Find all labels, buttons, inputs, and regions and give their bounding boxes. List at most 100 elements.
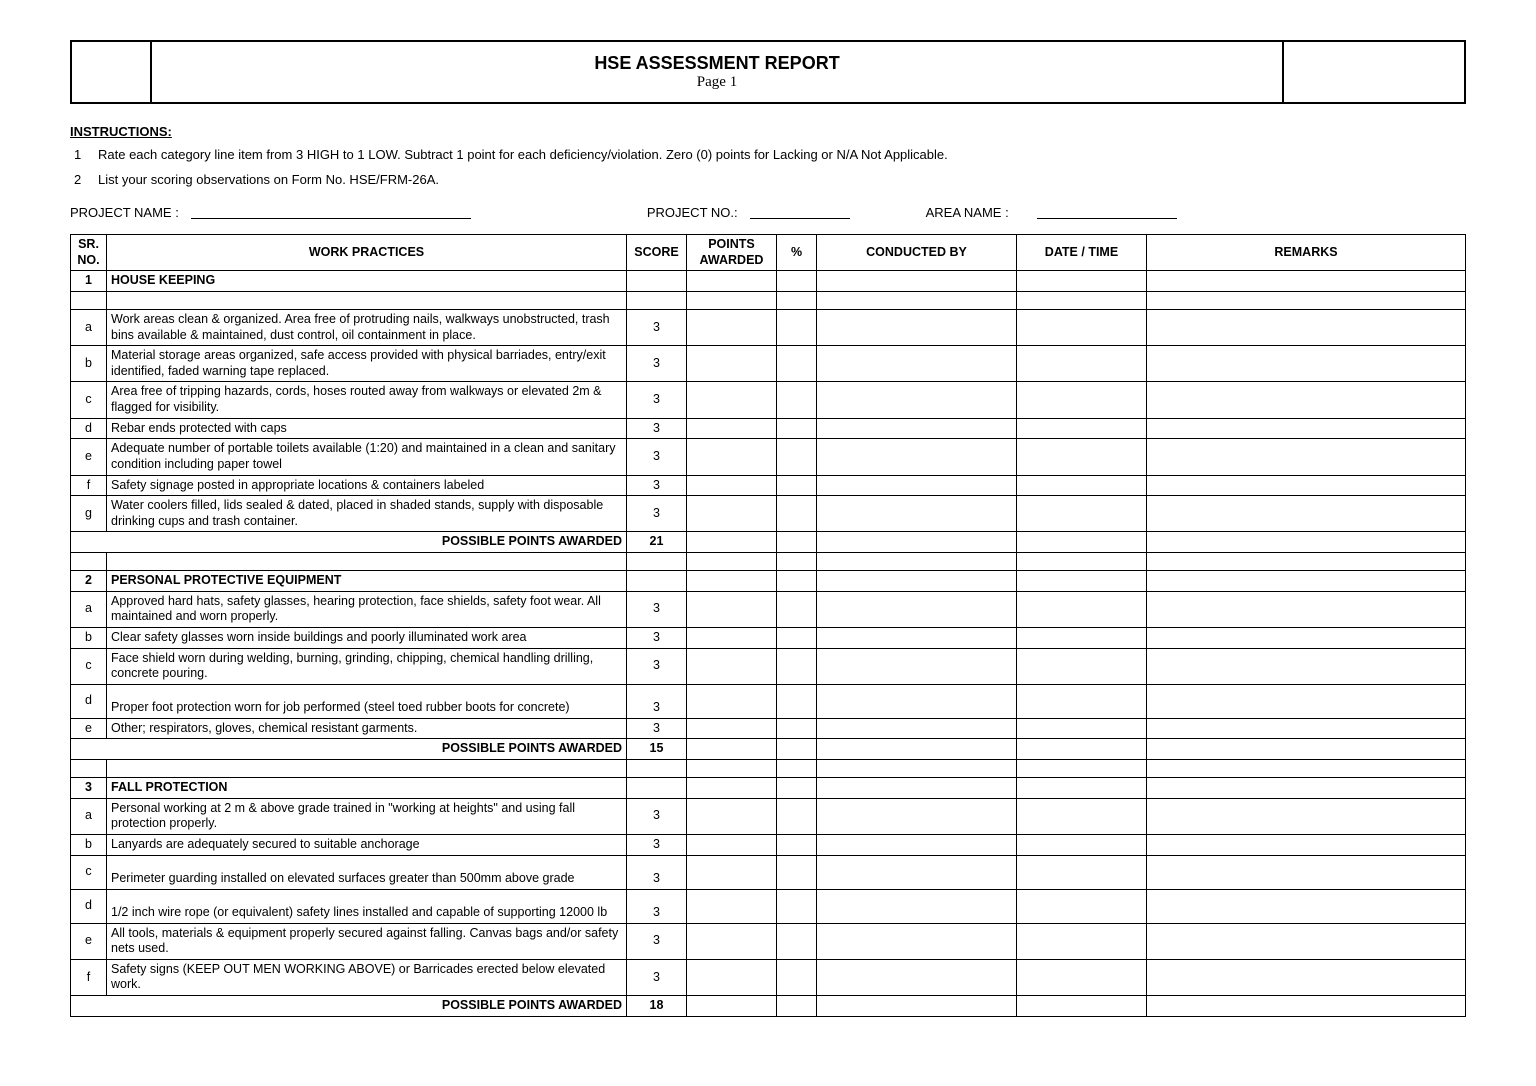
empty-cell[interactable] bbox=[777, 627, 817, 648]
empty-cell[interactable] bbox=[1017, 923, 1147, 959]
empty-cell[interactable] bbox=[1017, 271, 1147, 292]
empty-cell[interactable] bbox=[1147, 439, 1466, 475]
empty-cell[interactable] bbox=[1017, 739, 1147, 760]
empty-cell[interactable] bbox=[1017, 648, 1147, 684]
empty-cell[interactable] bbox=[1147, 532, 1466, 553]
empty-cell[interactable] bbox=[1147, 834, 1466, 855]
empty-cell[interactable] bbox=[687, 996, 777, 1017]
empty-cell[interactable] bbox=[1017, 889, 1147, 923]
empty-cell[interactable] bbox=[1147, 855, 1466, 889]
empty-cell[interactable] bbox=[1147, 553, 1466, 571]
empty-cell[interactable] bbox=[777, 648, 817, 684]
empty-cell[interactable] bbox=[777, 591, 817, 627]
empty-cell[interactable] bbox=[1017, 996, 1147, 1017]
empty-cell[interactable] bbox=[687, 855, 777, 889]
empty-cell[interactable] bbox=[817, 271, 1017, 292]
empty-cell[interactable] bbox=[1147, 418, 1466, 439]
empty-cell[interactable] bbox=[817, 996, 1017, 1017]
empty-cell[interactable] bbox=[1017, 778, 1147, 799]
empty-cell[interactable] bbox=[687, 418, 777, 439]
empty-cell[interactable] bbox=[687, 627, 777, 648]
empty-cell[interactable] bbox=[817, 309, 1017, 345]
empty-cell[interactable] bbox=[1147, 648, 1466, 684]
empty-cell[interactable] bbox=[1147, 718, 1466, 739]
empty-cell[interactable] bbox=[687, 309, 777, 345]
empty-cell[interactable] bbox=[1147, 382, 1466, 418]
empty-cell[interactable] bbox=[817, 627, 1017, 648]
empty-cell[interactable] bbox=[817, 760, 1017, 778]
empty-cell[interactable] bbox=[817, 591, 1017, 627]
empty-cell[interactable] bbox=[687, 382, 777, 418]
empty-cell[interactable] bbox=[817, 382, 1017, 418]
empty-cell[interactable] bbox=[1017, 553, 1147, 571]
empty-cell[interactable] bbox=[777, 855, 817, 889]
area-name-field[interactable] bbox=[1037, 206, 1177, 219]
empty-cell[interactable] bbox=[687, 834, 777, 855]
empty-cell[interactable] bbox=[777, 760, 817, 778]
empty-cell[interactable] bbox=[777, 271, 817, 292]
empty-cell[interactable] bbox=[777, 889, 817, 923]
empty-cell[interactable] bbox=[1017, 959, 1147, 995]
empty-cell[interactable] bbox=[817, 778, 1017, 799]
empty-cell[interactable] bbox=[1147, 627, 1466, 648]
empty-cell[interactable] bbox=[1017, 309, 1147, 345]
empty-cell[interactable] bbox=[687, 553, 777, 571]
empty-cell[interactable] bbox=[1147, 996, 1466, 1017]
empty-cell[interactable] bbox=[1147, 496, 1466, 532]
empty-cell[interactable] bbox=[1017, 718, 1147, 739]
empty-cell[interactable] bbox=[1147, 591, 1466, 627]
empty-cell[interactable] bbox=[1017, 591, 1147, 627]
empty-cell[interactable] bbox=[817, 346, 1017, 382]
empty-cell[interactable] bbox=[777, 996, 817, 1017]
empty-cell[interactable] bbox=[1017, 382, 1147, 418]
empty-cell[interactable] bbox=[687, 291, 777, 309]
empty-cell[interactable] bbox=[817, 959, 1017, 995]
empty-cell[interactable] bbox=[777, 718, 817, 739]
empty-cell[interactable] bbox=[817, 291, 1017, 309]
empty-cell[interactable] bbox=[1147, 923, 1466, 959]
empty-cell[interactable] bbox=[777, 798, 817, 834]
empty-cell[interactable] bbox=[817, 855, 1017, 889]
empty-cell[interactable] bbox=[1147, 309, 1466, 345]
empty-cell[interactable] bbox=[817, 739, 1017, 760]
empty-cell[interactable] bbox=[687, 889, 777, 923]
empty-cell[interactable] bbox=[777, 959, 817, 995]
empty-cell[interactable] bbox=[1017, 291, 1147, 309]
empty-cell[interactable] bbox=[687, 778, 777, 799]
empty-cell[interactable] bbox=[687, 346, 777, 382]
empty-cell[interactable] bbox=[1017, 439, 1147, 475]
empty-cell[interactable] bbox=[817, 889, 1017, 923]
empty-cell[interactable] bbox=[817, 571, 1017, 592]
empty-cell[interactable] bbox=[687, 591, 777, 627]
empty-cell[interactable] bbox=[817, 475, 1017, 496]
empty-cell[interactable] bbox=[777, 382, 817, 418]
empty-cell[interactable] bbox=[687, 496, 777, 532]
empty-cell[interactable] bbox=[1147, 778, 1466, 799]
empty-cell[interactable] bbox=[1017, 760, 1147, 778]
empty-cell[interactable] bbox=[687, 271, 777, 292]
empty-cell[interactable] bbox=[1017, 798, 1147, 834]
empty-cell[interactable] bbox=[817, 496, 1017, 532]
empty-cell[interactable] bbox=[687, 648, 777, 684]
empty-cell[interactable] bbox=[1147, 959, 1466, 995]
empty-cell[interactable] bbox=[777, 923, 817, 959]
empty-cell[interactable] bbox=[817, 532, 1017, 553]
empty-cell[interactable] bbox=[777, 739, 817, 760]
project-no-field[interactable] bbox=[750, 206, 850, 219]
empty-cell[interactable] bbox=[777, 553, 817, 571]
empty-cell[interactable] bbox=[1017, 532, 1147, 553]
empty-cell[interactable] bbox=[1017, 346, 1147, 382]
empty-cell[interactable] bbox=[817, 834, 1017, 855]
empty-cell[interactable] bbox=[817, 553, 1017, 571]
empty-cell[interactable] bbox=[687, 684, 777, 718]
empty-cell[interactable] bbox=[1147, 684, 1466, 718]
empty-cell[interactable] bbox=[1147, 291, 1466, 309]
empty-cell[interactable] bbox=[777, 418, 817, 439]
empty-cell[interactable] bbox=[777, 834, 817, 855]
empty-cell[interactable] bbox=[1147, 346, 1466, 382]
empty-cell[interactable] bbox=[1017, 475, 1147, 496]
empty-cell[interactable] bbox=[817, 418, 1017, 439]
empty-cell[interactable] bbox=[777, 778, 817, 799]
empty-cell[interactable] bbox=[687, 571, 777, 592]
empty-cell[interactable] bbox=[777, 496, 817, 532]
